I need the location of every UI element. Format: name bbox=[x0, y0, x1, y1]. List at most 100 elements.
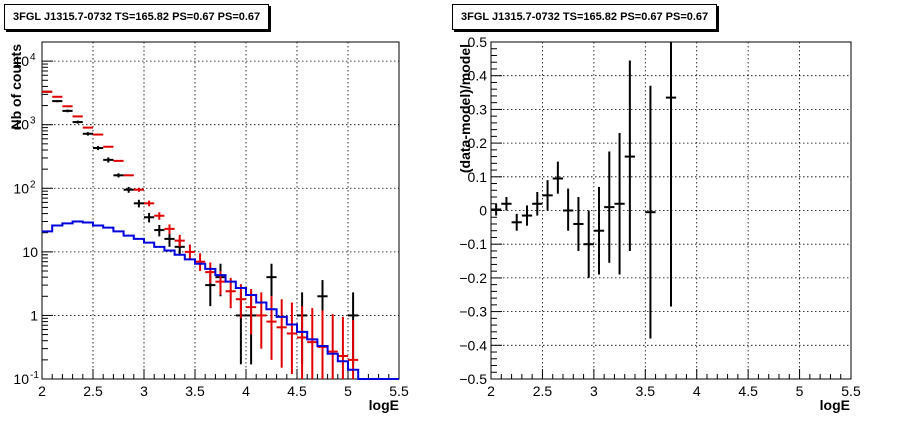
y-tick-label: 0.3 bbox=[468, 101, 488, 117]
x-tick-label: 3.5 bbox=[185, 383, 205, 399]
y-tick-label: 0.2 bbox=[468, 135, 488, 151]
x-tick-label: 5.5 bbox=[841, 383, 861, 399]
data-point bbox=[133, 199, 144, 208]
counts-chart: Nb of counts logE 2 2.5 3 3.5 4 4.5 5 5.510 -111… bbox=[8, 41, 409, 413]
data-point bbox=[614, 132, 625, 275]
y-axis-title: (data-model)/model bbox=[457, 44, 473, 173]
y-tick-mantissa: 1 bbox=[30, 307, 38, 323]
data-point bbox=[144, 200, 155, 207]
y-tick-mantissa: 10 bbox=[13, 53, 29, 69]
x-tick-label: 2 bbox=[38, 383, 46, 399]
y-ticks bbox=[491, 41, 502, 380]
data-point bbox=[205, 262, 216, 284]
data-point bbox=[542, 180, 553, 211]
y-tick-exponent: 2 bbox=[30, 179, 36, 190]
x-axis-title: logE bbox=[820, 397, 850, 413]
y-tick-label: −0.2 bbox=[459, 270, 487, 286]
x-tick-label: 3.5 bbox=[636, 383, 656, 399]
data-point bbox=[552, 161, 563, 194]
data-points bbox=[491, 42, 677, 339]
data-points bbox=[42, 90, 359, 379]
data-point bbox=[225, 277, 236, 309]
data-point bbox=[72, 120, 83, 124]
data-point bbox=[327, 314, 338, 379]
y-axis-title: Nb of counts bbox=[8, 44, 24, 130]
y-tick-label: 10 -1 bbox=[13, 370, 39, 387]
x-tick-label: 4 bbox=[242, 383, 250, 399]
data-point bbox=[235, 284, 246, 319]
data-point bbox=[154, 212, 165, 220]
data-point bbox=[307, 308, 318, 379]
y-tick-label: 0 bbox=[479, 203, 487, 219]
data-point bbox=[113, 173, 124, 178]
x-tick-label: 2.5 bbox=[533, 383, 553, 399]
data-point bbox=[573, 197, 584, 251]
data-point bbox=[82, 132, 93, 136]
data-point bbox=[144, 212, 155, 223]
data-point bbox=[286, 302, 297, 374]
data-point bbox=[604, 151, 615, 263]
data-point bbox=[164, 232, 175, 247]
y-tick-label: 0.1 bbox=[468, 169, 488, 185]
x-ticks bbox=[41, 369, 400, 379]
x-tick-label: 4.5 bbox=[738, 383, 758, 399]
data-point bbox=[256, 292, 267, 349]
data-point bbox=[521, 205, 533, 226]
data-point bbox=[337, 316, 348, 379]
x-ticks bbox=[490, 369, 852, 379]
data-point bbox=[276, 299, 287, 368]
y-tick-mantissa: 10 bbox=[13, 180, 29, 196]
data-point bbox=[593, 186, 605, 275]
data-point bbox=[62, 109, 73, 113]
x-tick-label: 3 bbox=[140, 383, 148, 399]
residual-chart: (data-model)/model logE 2 2.5 3 3.5 4 4.5 5 5.5… bbox=[457, 34, 861, 413]
data-point bbox=[563, 188, 574, 231]
data-point bbox=[317, 310, 328, 379]
data-point bbox=[174, 234, 185, 247]
x-tick-label: 2.5 bbox=[83, 383, 103, 399]
x-tick-label: 2 bbox=[487, 383, 495, 399]
data-point bbox=[491, 203, 502, 216]
y-ticks bbox=[42, 41, 53, 380]
data-point bbox=[297, 306, 308, 379]
y-tick-label: 10 3 bbox=[13, 116, 36, 133]
data-point bbox=[246, 289, 257, 335]
y-tick-exponent: 4 bbox=[30, 52, 36, 63]
data-point bbox=[266, 263, 277, 297]
x-axis-title: logE bbox=[369, 397, 399, 413]
x-tick-label: 3 bbox=[590, 383, 598, 399]
y-tick-label: −0.1 bbox=[459, 236, 487, 252]
data-point bbox=[645, 85, 656, 339]
chart-title-left: 3FGL J1315.7-0732 TS=165.82 PS=0.67 PS=0… bbox=[4, 4, 270, 30]
y-tick-label: 0.4 bbox=[468, 68, 488, 84]
data-point bbox=[195, 253, 206, 271]
data-point bbox=[154, 224, 165, 237]
data-point bbox=[501, 197, 512, 211]
data-point bbox=[123, 186, 134, 193]
y-tick-mantissa: 10 bbox=[22, 244, 38, 260]
y-tick-label: −0.5 bbox=[459, 371, 487, 387]
y-tick-exponent: 3 bbox=[30, 116, 36, 127]
data-point bbox=[532, 191, 543, 216]
data-point bbox=[164, 224, 175, 235]
y-tick-mantissa: 10 bbox=[13, 371, 29, 387]
data-points bbox=[42, 90, 359, 365]
grid bbox=[42, 42, 399, 379]
y-tick-label: 0.5 bbox=[468, 34, 488, 50]
chart-title-right: 3FGL J1315.7-0732 TS=165.82 PS=0.67 PS=0… bbox=[452, 4, 718, 30]
y-tick-label: −0.4 bbox=[459, 337, 487, 353]
x-tick-label: 4 bbox=[693, 383, 701, 399]
plot-frame bbox=[41, 41, 400, 380]
model-step-line bbox=[42, 220, 399, 380]
data-point bbox=[133, 187, 144, 192]
data-point bbox=[184, 244, 195, 260]
data-point bbox=[93, 146, 104, 151]
x-tick-label: 4.5 bbox=[287, 383, 307, 399]
x-tick-label: 5.5 bbox=[389, 383, 409, 399]
data-point bbox=[583, 210, 594, 278]
data-point bbox=[103, 157, 114, 163]
data-point bbox=[266, 296, 277, 360]
y-tick-mantissa: 10 bbox=[13, 117, 29, 133]
y-tick-label: 10 2 bbox=[13, 179, 36, 196]
data-point bbox=[624, 60, 635, 251]
